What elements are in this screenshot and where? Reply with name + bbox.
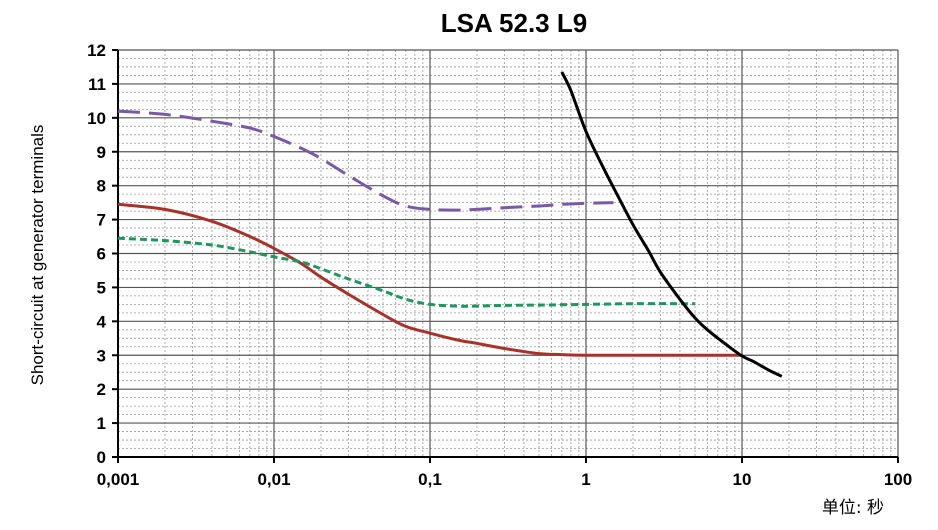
y-tick-label: 8 (97, 177, 106, 196)
series-line-green (117, 236, 695, 308)
y-tick-label: 5 (97, 278, 106, 297)
y-tick-label: 7 (97, 211, 106, 230)
series-line-red (117, 202, 742, 357)
x-tick-label: 0,01 (257, 470, 290, 489)
y-tick-label: 6 (97, 245, 106, 264)
y-tick-label: 1 (97, 414, 106, 433)
y-tick-label: 3 (97, 346, 106, 365)
series-lines (117, 71, 783, 378)
y-tick-label: 9 (97, 143, 106, 162)
x-tick-label: 100 (884, 470, 912, 489)
series-line-black (560, 71, 783, 378)
x-tick-label: 0,001 (97, 470, 140, 489)
x-tick-label: 10 (733, 470, 752, 489)
y-tick-label: 11 (88, 75, 106, 94)
y-tick-label: 4 (97, 312, 107, 331)
x-tick-label: 0,1 (418, 470, 442, 489)
y-axis-label: Short-circuit at generator terminals (28, 125, 47, 386)
y-tick-label: 2 (97, 380, 106, 399)
x-tick-label: 1 (581, 470, 590, 489)
unit-label: 单位: 秒 (822, 498, 884, 518)
y-tick-label: 10 (87, 109, 106, 128)
y-tick-label: 0 (97, 448, 106, 467)
grid (117, 49, 899, 458)
series-line-purple (117, 109, 614, 212)
axes (112, 49, 899, 463)
chart-title: LSA 52.3 L9 (441, 8, 587, 38)
y-tick-label: 12 (87, 41, 106, 60)
